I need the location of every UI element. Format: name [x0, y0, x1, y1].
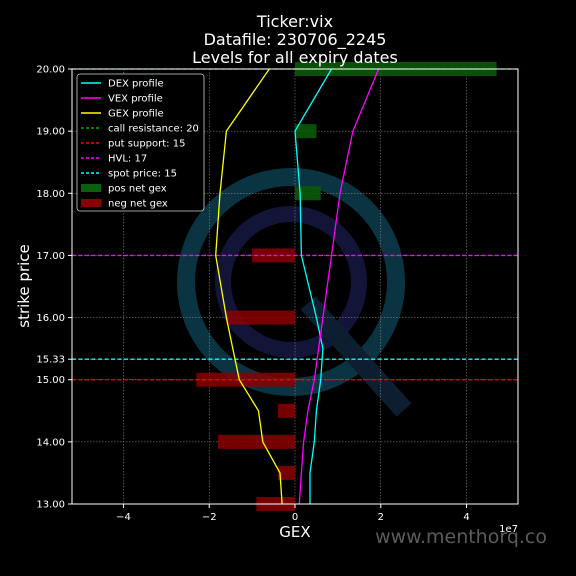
legend-swatch	[81, 184, 101, 192]
y-axis-label: strike price	[15, 244, 33, 328]
legend-label: pos net gex	[108, 184, 167, 195]
legend-label: VEX profile	[108, 94, 163, 105]
logo-inner-ring	[215, 206, 367, 358]
neg-gex-bar	[217, 434, 295, 449]
series-line	[215, 68, 283, 505]
legend-label: call resistance: 20	[108, 124, 199, 135]
x-tick-label: 0	[292, 512, 298, 523]
pos-gex-bar	[295, 186, 321, 201]
legend-label: GEX profile	[108, 109, 164, 120]
legend-swatch	[81, 199, 101, 207]
y-tick-label: 17.00	[36, 251, 65, 262]
legend-label: put support: 15	[108, 139, 185, 150]
y-tick-label: 20.00	[36, 65, 65, 76]
x-axis-ticks: −4 −2 0 2 4	[116, 504, 470, 523]
series-line	[298, 68, 380, 505]
y-tick-label: 16.00	[36, 313, 65, 324]
x-tick-label: −4	[116, 512, 131, 523]
legend-label: neg net gex	[108, 199, 168, 210]
gex-bars	[196, 62, 497, 511]
logo-outer-ring	[177, 168, 405, 396]
neg-gex-bar	[277, 465, 295, 480]
neg-gex-bar	[226, 310, 295, 325]
neg-gex-bar	[277, 403, 295, 418]
legend-label: spot price: 15	[108, 169, 177, 180]
x-tick-label: 4	[463, 512, 469, 523]
x-axis-multiplier: 1e7	[499, 524, 518, 535]
y-tick-label: 19.00	[36, 127, 65, 138]
logo-stroke	[300, 296, 412, 417]
title-line: Levels for all expiry dates	[192, 48, 398, 67]
x-tick-label: −2	[202, 512, 217, 523]
series-line	[294, 68, 333, 504]
y-tick-label: 18.00	[36, 189, 65, 200]
neg-gex-bar	[196, 372, 295, 387]
y-tick-label: 15.33	[36, 355, 65, 366]
legend-label: DEX profile	[108, 79, 164, 90]
legend-box	[76, 73, 205, 212]
y-tick-label: 14.00	[36, 437, 65, 448]
background-logo	[177, 168, 412, 417]
pos-gex-bar	[295, 124, 317, 139]
y-tick-label: 15.00	[36, 375, 65, 386]
x-axis-label: GEX	[279, 523, 310, 541]
y-axis-ticks: 13.00 14.00 15.00 15.33 16.00 17.00 18.00 19.00…	[36, 65, 72, 511]
watermark: www.menthorq.co	[375, 526, 547, 548]
legend-label: HVL: 17	[108, 154, 147, 165]
title-line: Ticker:vix	[256, 12, 333, 31]
y-tick-label: 13.00	[36, 500, 65, 511]
title-line: Datafile: 230706_2245	[204, 30, 387, 50]
profile-series	[215, 68, 380, 505]
x-tick-label: 2	[378, 512, 384, 523]
legend: DEX profile VEX profile GEX profile call re…	[76, 73, 205, 212]
